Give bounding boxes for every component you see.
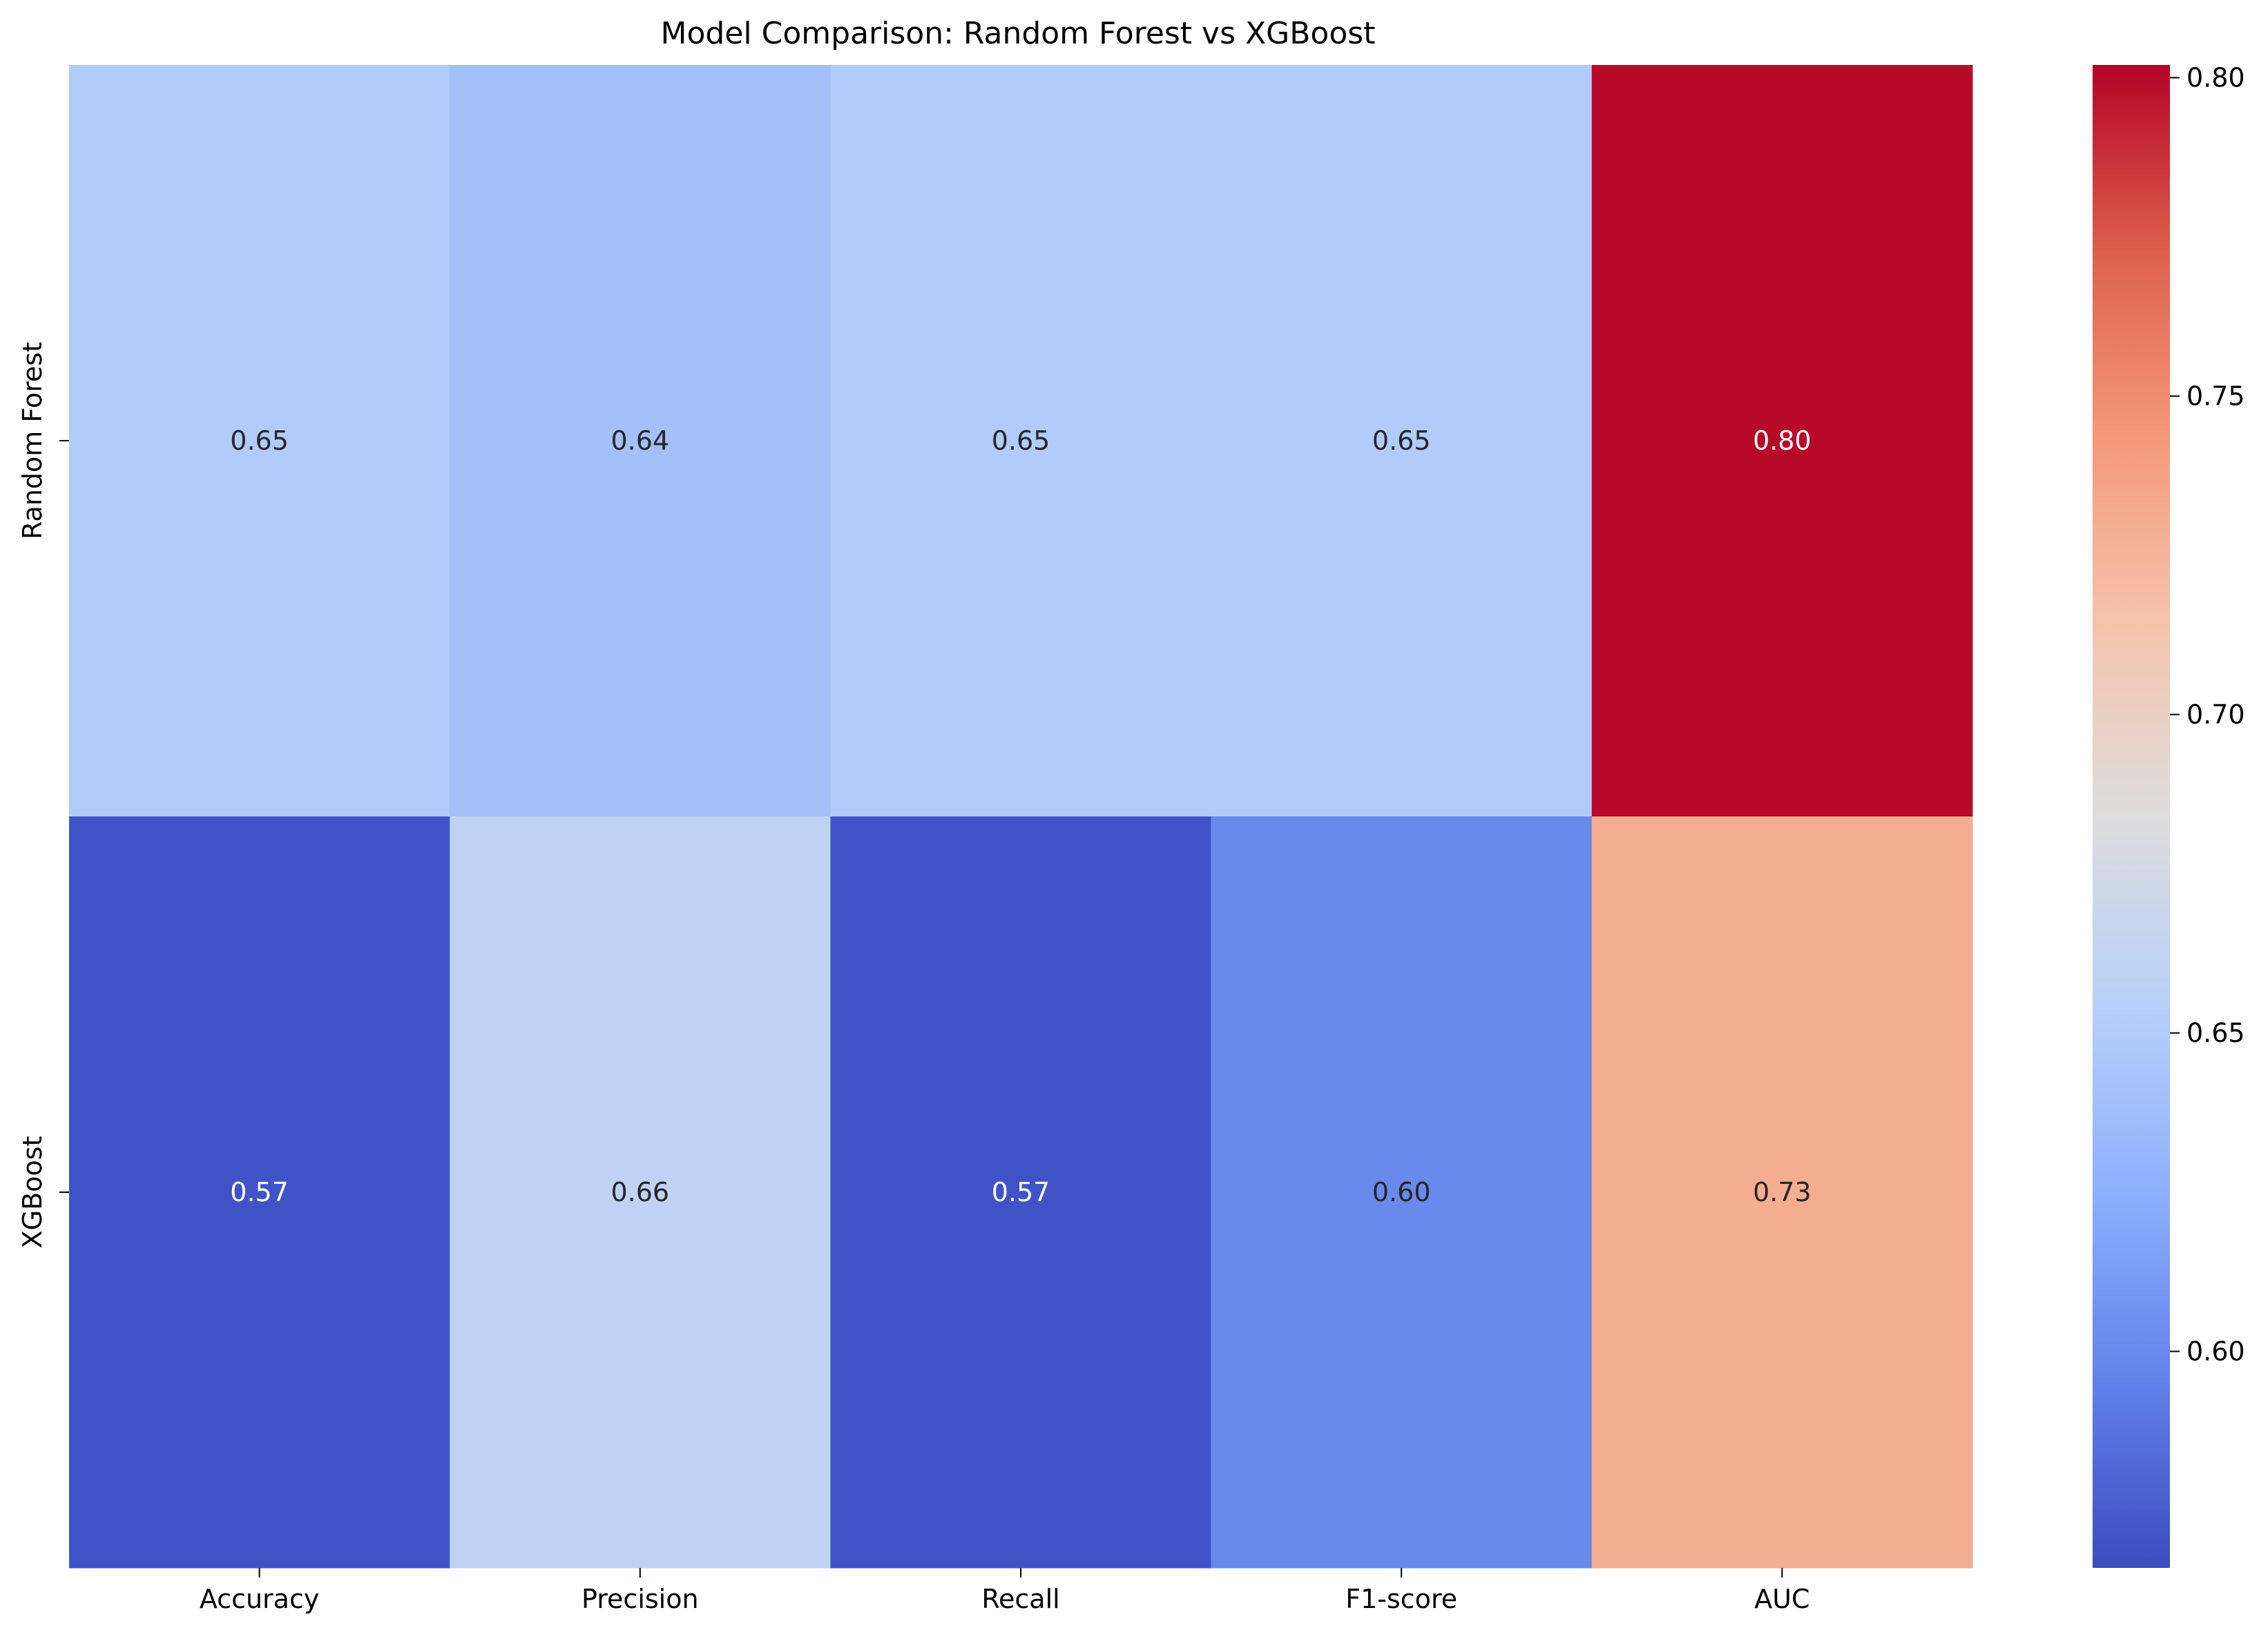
heatmap-cell bbox=[450, 816, 831, 1569]
heatmap-cell bbox=[1591, 816, 1973, 1569]
cell-value-label: 0.65 bbox=[230, 425, 289, 456]
x-tick-label: F1-score bbox=[1345, 1584, 1457, 1614]
heatmap-cell bbox=[830, 65, 1212, 817]
colorbar-tick-label: 0.75 bbox=[2187, 381, 2245, 411]
heatmap-cell bbox=[830, 816, 1212, 1569]
cell-value-label: 0.73 bbox=[1753, 1177, 1811, 1207]
cell-labels: 0.65 0.64 0.65 0.65 0.80 0.57 0.66 0.57 0.60 0.73 bbox=[230, 425, 1811, 1207]
colorbar: 0.60 0.65 0.70 0.75 0.80 bbox=[2093, 62, 2245, 1568]
colorbar-tick-label: 0.60 bbox=[2187, 1337, 2245, 1367]
heatmap-cell bbox=[1591, 65, 1973, 817]
heatmap-cell bbox=[1211, 816, 1593, 1569]
x-axis: Accuracy Precision Recall F1-score AUC bbox=[200, 1568, 1810, 1614]
heatmap-cells bbox=[69, 65, 1973, 1569]
chart-title: Model Comparison: Random Forest vs XGBoo… bbox=[661, 16, 1376, 51]
heatmap-cell bbox=[69, 65, 450, 817]
cell-value-label: 0.66 bbox=[611, 1177, 669, 1207]
y-tick-label: Random Forest bbox=[17, 342, 48, 539]
cell-value-label: 0.64 bbox=[611, 425, 669, 456]
cell-value-label: 0.57 bbox=[992, 1177, 1050, 1207]
cell-value-label: 0.60 bbox=[1372, 1177, 1431, 1207]
cell-value-label: 0.65 bbox=[1372, 425, 1431, 456]
y-axis: Random Forest XGBoost bbox=[17, 342, 69, 1248]
colorbar-gradient bbox=[2093, 65, 2170, 1568]
cell-value-label: 0.65 bbox=[992, 425, 1050, 456]
cell-value-label: 0.80 bbox=[1753, 425, 1811, 456]
y-tick-label: XGBoost bbox=[17, 1136, 48, 1249]
colorbar-tick-label: 0.80 bbox=[2187, 62, 2245, 93]
heatmap-cell bbox=[450, 65, 831, 817]
cell-value-label: 0.57 bbox=[230, 1177, 289, 1207]
x-tick-label: AUC bbox=[1754, 1584, 1809, 1614]
heatmap-cell bbox=[1211, 65, 1593, 817]
colorbar-tick-label: 0.65 bbox=[2187, 1017, 2245, 1048]
x-tick-label: Precision bbox=[582, 1584, 699, 1614]
colorbar-tick-label: 0.70 bbox=[2187, 699, 2245, 729]
x-tick-label: Accuracy bbox=[200, 1584, 320, 1614]
x-tick-label: Recall bbox=[981, 1584, 1059, 1614]
heatmap-cell bbox=[69, 816, 450, 1569]
